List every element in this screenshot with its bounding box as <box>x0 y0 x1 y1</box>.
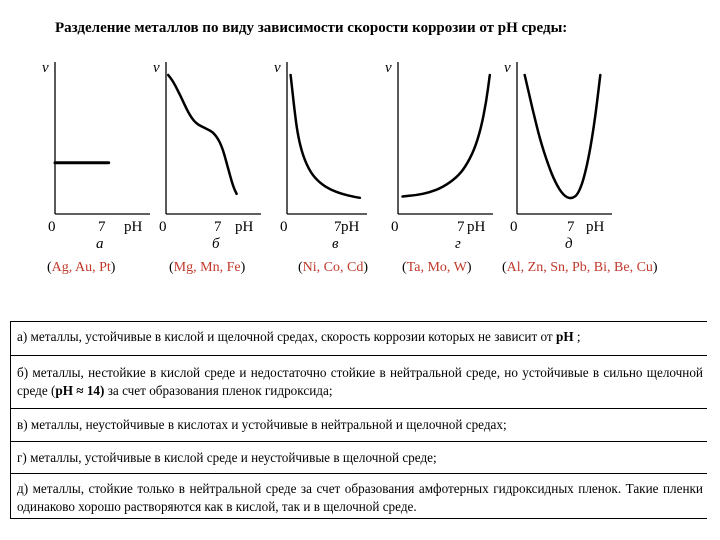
panel-letter-g: г <box>455 236 461 252</box>
description-row-a: а) металлы, устойчивые в кислой и щелочн… <box>17 329 581 344</box>
descriptions-table: а) металлы, устойчивые в кислой и щелочн… <box>10 321 707 519</box>
panel-letter-v: в <box>332 236 339 252</box>
y-axis-label-b: v <box>153 60 160 76</box>
description-row-g: г) металлы, устойчивые в кислой среде и … <box>11 441 707 473</box>
panel-letter-a: а <box>96 236 104 252</box>
metals-b: Mg, Mn, Fe <box>173 260 241 275</box>
x-unit-label-b: pH <box>235 219 254 235</box>
x-tick-zero-a: 0 <box>48 219 56 235</box>
metals-label-d: (Al, Zn, Sn, Pb, Bi, Be, Cu) <box>502 260 658 275</box>
y-axis-label-v: v <box>274 60 281 76</box>
metals-d: Al, Zn, Sn, Pb, Bi, Be, Cu <box>506 260 653 275</box>
y-axis-label-g: v <box>385 60 392 76</box>
curve-b <box>166 73 238 196</box>
x-tick-seven-b: 7 <box>214 219 222 235</box>
x-tick-zero-g: 0 <box>391 219 399 235</box>
x-tick-seven-a: 7 <box>98 219 106 235</box>
metals-g: Ta, Mo, W <box>406 260 467 275</box>
panel-letter-d: д <box>565 236 573 252</box>
x-tick-seven-v: 7 <box>334 219 342 235</box>
x-tick-seven-d: 7 <box>567 219 575 235</box>
x-tick-zero-b: 0 <box>159 219 167 235</box>
description-row-v: в) металлы, неустойчивые в кислотах и ус… <box>11 408 707 441</box>
metals-label-b: (Mg, Mn, Fe) <box>169 260 246 275</box>
curve-g <box>401 73 492 198</box>
x-tick-seven-g: 7 <box>457 219 465 235</box>
curve-d <box>523 73 602 200</box>
curve-v <box>289 73 362 200</box>
metals-v: Ni, Co, Cd <box>302 260 364 275</box>
y-axis-label-a: v <box>42 60 49 76</box>
x-unit-label-a: pH <box>124 219 143 235</box>
y-axis-label-d: v <box>504 60 511 76</box>
description-row-b: б) металлы, нестойкие в кислой среде и н… <box>11 355 707 408</box>
x-unit-label-g: pH <box>467 219 486 235</box>
page-title: Разделение металлов по виду зависимости … <box>55 20 568 36</box>
x-tick-zero-d: 0 <box>510 219 518 235</box>
metals-label-v: (Ni, Co, Cd) <box>298 260 369 275</box>
x-unit-label-d: pH <box>586 219 605 235</box>
metals-label-a: (Ag, Au, Pt) <box>47 260 116 275</box>
description-row-d: д) металлы, стойкие только в нейтральной… <box>11 473 707 519</box>
metals-label-g: (Ta, Mo, W) <box>402 260 472 275</box>
x-tick-zero-v: 0 <box>280 219 288 235</box>
x-unit-label-v: pH <box>341 219 360 235</box>
panel-letter-b: б <box>212 236 220 252</box>
metals-a: Ag, Au, Pt <box>51 260 111 275</box>
